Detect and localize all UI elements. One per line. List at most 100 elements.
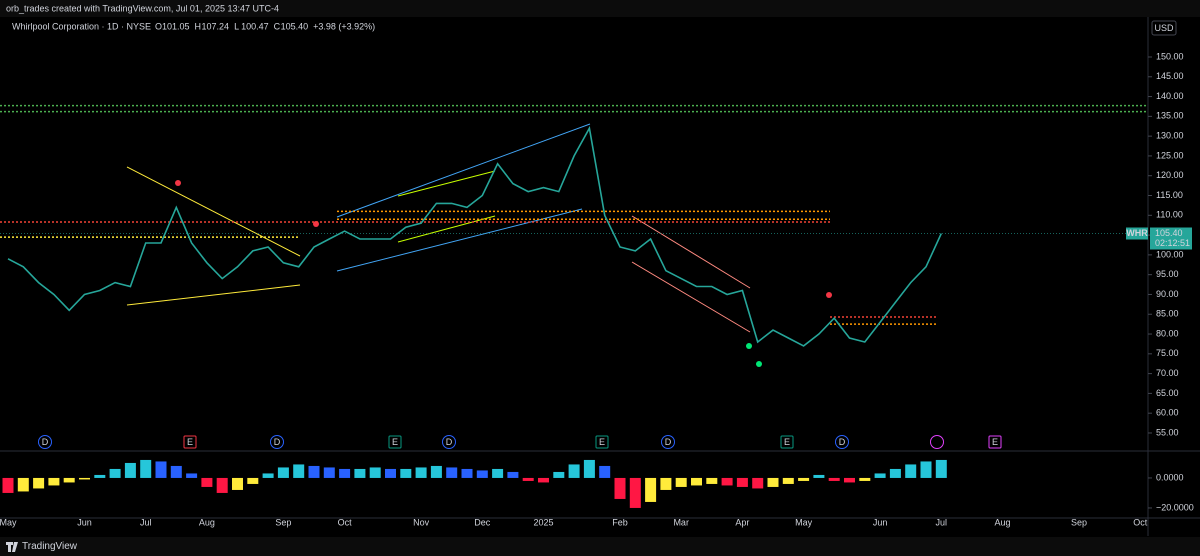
ohlc-value: 105.40 [281,21,309,31]
y-tick-label: 65.00 [1156,388,1179,398]
oscillator-bar [216,477,228,493]
event-badge[interactable] [780,435,794,449]
oscillator-bar [767,477,779,487]
signal-dot [175,180,181,186]
oscillator-bar [813,474,825,478]
oscillator-bar [752,477,764,489]
signal-dot [746,343,752,349]
x-tick-label: Mar [673,517,689,527]
x-tick-label: Oct [338,517,353,527]
oscillator-bar [385,468,396,478]
y-tick-label: −20.0000 [1156,502,1194,512]
oscillator-bar [660,477,672,490]
oscillator-bar [522,477,534,481]
oscillator-bar [262,473,274,478]
x-tick-label: May [0,517,17,527]
event-badge[interactable] [38,435,52,449]
oscillator-bar [124,462,136,478]
oscillator-bar [859,477,871,481]
oscillator-bar [721,477,733,486]
x-tick-label: Aug [994,517,1010,527]
event-badge[interactable] [930,435,944,449]
x-tick-label: Dec [474,517,491,527]
event-badge[interactable] [988,435,1002,449]
event-label: D [665,437,672,447]
signal-dot [756,361,762,367]
header-text: orb_trades created with TradingView.com,… [6,3,279,13]
price-change: +3.98 (+3.92%) [313,21,375,31]
ohlc-value: 107.24 [202,21,230,31]
ohlc-label: L [234,21,239,31]
x-tick-label: Jun [873,517,888,527]
x-tick-label: May [795,517,813,527]
channel-line [397,215,496,243]
oscillator-bar [828,477,840,481]
oscillator-bar [369,467,381,478]
oscillator-bar [415,467,427,478]
event-label: D [839,437,846,447]
channel-line [397,170,496,197]
x-tick-label: Jul [936,517,948,527]
y-tick-label: 0.0000 [1156,472,1184,482]
x-tick-label: Jun [77,517,92,527]
event-label: E [784,437,790,447]
footer-brand: TradingView [22,541,78,552]
channel-line [631,215,751,289]
y-tick-label: 85.00 [1156,309,1179,319]
event-badge[interactable] [835,435,849,449]
oscillator-bar [339,468,351,478]
ohlc-label: O [155,21,162,31]
oscillator-bar [232,477,243,490]
tag-symbol: WHR [1126,228,1148,238]
y-tick-label: 80.00 [1156,328,1179,338]
currency-box[interactable] [1151,20,1177,36]
oscillator-bar [629,477,641,508]
oscillator-bar [33,477,45,489]
ohlc-value: 100.47 [241,21,269,31]
event-label: D [42,437,49,447]
ohlc-value: 101.05 [162,21,190,31]
symbol-title: Whirlpool Corporation · 1D · NYSE [12,21,151,31]
y-tick-label: 55.00 [1156,427,1179,437]
event-badge[interactable] [442,435,456,449]
currency[interactable]: USD [1154,23,1174,33]
oscillator-bar [476,470,488,478]
y-tick-label: 90.00 [1156,289,1179,299]
oscillator-bar [461,468,473,478]
event-badge[interactable] [183,435,197,449]
oscillator-bar [905,464,917,478]
oscillator-bar [430,465,442,478]
oscillator-bar [94,474,106,478]
oscillator-bar [645,477,657,502]
event-badge[interactable] [661,435,675,449]
oscillator-bar [446,467,458,478]
oscillator-bar [354,468,366,478]
oscillator-bar [691,477,702,486]
event-badge[interactable] [388,435,402,449]
y-tick-label: 150.00 [1156,51,1184,61]
oscillator-bar [920,461,932,478]
oscillator-bar [507,471,519,478]
x-tick-label: Sep [275,517,291,527]
tag-bg [1126,227,1148,240]
y-tick-label: 70.00 [1156,368,1179,378]
x-tick-label: Jul [140,517,152,527]
y-tick-label: 145.00 [1156,71,1184,81]
y-tick-label: 75.00 [1156,348,1179,358]
x-tick-label: Nov [413,517,430,527]
oscillator-bar [599,465,611,478]
event-badge[interactable] [270,435,284,449]
oscillator-bar [782,477,794,484]
oscillator-bar [155,461,167,478]
x-tick-label: Apr [735,517,749,527]
y-tick-label: 135.00 [1156,111,1184,121]
price-line [7,125,943,347]
y-tick-label: 110.00 [1156,210,1183,220]
oscillator-bar [109,468,121,478]
event-badge[interactable] [595,435,609,449]
tag-price: 105.40 [1155,228,1183,238]
oscillator-bar [492,468,504,478]
